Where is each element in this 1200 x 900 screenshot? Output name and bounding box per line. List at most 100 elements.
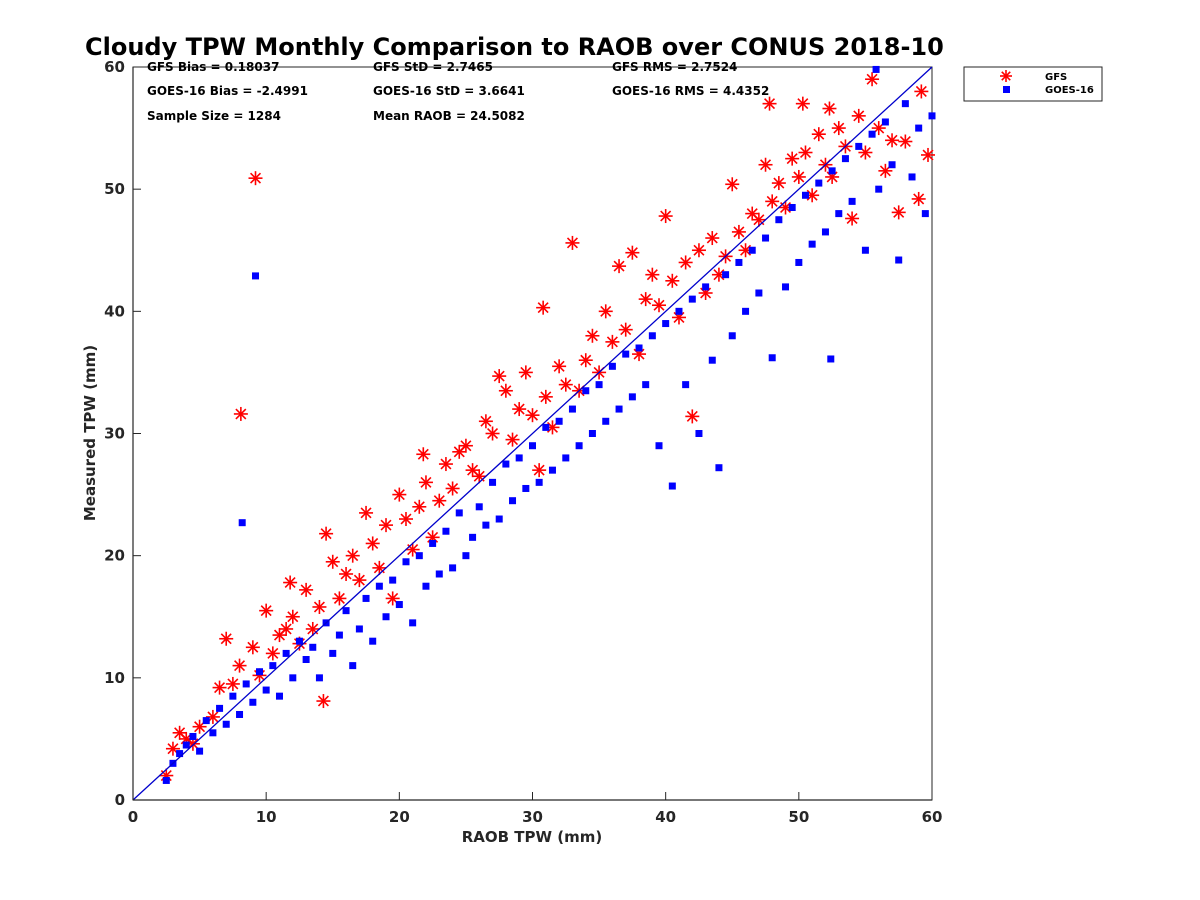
gfs-point bbox=[485, 426, 500, 441]
goes-16-point bbox=[315, 674, 323, 682]
goes-16-point bbox=[495, 515, 503, 523]
goes-16-point bbox=[309, 643, 317, 651]
gfs-point bbox=[658, 209, 673, 224]
goes-16-point bbox=[402, 558, 410, 566]
gfs-point bbox=[283, 575, 298, 590]
goes-16-point bbox=[682, 381, 690, 389]
chart-title: Cloudy TPW Monthly Comparison to RAOB ov… bbox=[85, 33, 944, 61]
gfs-point bbox=[445, 481, 460, 496]
goes-16-point bbox=[502, 460, 510, 468]
goes-16-point bbox=[176, 750, 184, 758]
goes-16-point bbox=[748, 246, 756, 254]
gfs-point bbox=[492, 369, 507, 384]
goes-16-point bbox=[449, 564, 457, 572]
goes-16-point bbox=[815, 179, 823, 187]
goes-16-point bbox=[262, 686, 270, 694]
gfs-point bbox=[665, 273, 680, 288]
stats-block: GFS Bias = 0.18037 GFS StD = 2.7465 GFS … bbox=[147, 60, 769, 123]
gfs-point bbox=[921, 147, 936, 162]
gfs-point bbox=[705, 231, 720, 246]
gfs-point bbox=[512, 402, 527, 417]
goes-16-point bbox=[708, 356, 716, 364]
goes-16-point bbox=[289, 674, 297, 682]
goes-16-point bbox=[675, 307, 683, 315]
gfs-point bbox=[691, 243, 706, 258]
goes-16-point bbox=[888, 161, 896, 169]
x-tick-label: 20 bbox=[389, 808, 410, 826]
goes-16-point bbox=[389, 576, 397, 584]
gfs-point bbox=[299, 582, 314, 597]
gfs-point bbox=[312, 599, 327, 614]
axes: 0 10 20 30 40 50 60 0 10 20 30 40 50 60 bbox=[104, 58, 942, 826]
goes-16-point bbox=[715, 464, 723, 472]
goes-16-point bbox=[742, 307, 750, 315]
gfs-point bbox=[538, 389, 553, 404]
gfs-point bbox=[392, 487, 407, 502]
gfs-point bbox=[325, 554, 340, 569]
gfs-point bbox=[316, 694, 331, 709]
goes-16-point bbox=[236, 710, 244, 718]
stat-gfs-bias: GFS Bias = 0.18037 bbox=[147, 60, 279, 74]
legend-goes-marker bbox=[1003, 86, 1010, 93]
goes-16-point bbox=[921, 210, 929, 218]
gfs-point bbox=[751, 212, 766, 227]
goes-16-point bbox=[489, 478, 497, 486]
goes-16-point bbox=[529, 442, 536, 450]
goes-16-point bbox=[189, 732, 197, 740]
goes-16-point bbox=[668, 482, 676, 490]
gfs-point bbox=[725, 177, 740, 192]
goes-16-point bbox=[542, 423, 550, 431]
gfs-point bbox=[478, 414, 493, 429]
goes-16-point bbox=[655, 442, 663, 450]
goes-16-point bbox=[522, 484, 530, 492]
gfs-point bbox=[438, 457, 453, 472]
goes-16-point bbox=[735, 258, 743, 266]
goes-16-point bbox=[202, 717, 210, 725]
goes-16-point bbox=[868, 130, 876, 138]
goes-16-point bbox=[435, 570, 443, 578]
goes-16-point bbox=[808, 240, 816, 248]
goes-16-point bbox=[582, 387, 590, 395]
gfs-point bbox=[845, 211, 860, 226]
goes-16-point bbox=[509, 497, 517, 505]
goes-16-point bbox=[162, 776, 170, 784]
gfs-point bbox=[652, 298, 667, 313]
goes-16-point bbox=[269, 662, 277, 670]
x-tick-label: 30 bbox=[522, 808, 543, 826]
x-tick-label: 50 bbox=[788, 808, 809, 826]
gfs-point bbox=[385, 591, 400, 606]
legend-goes-label: GOES-16 bbox=[1045, 85, 1094, 96]
goes-16-point bbox=[602, 417, 610, 425]
stat-sample-size: Sample Size = 1284 bbox=[147, 109, 281, 123]
gfs-point bbox=[612, 259, 627, 274]
gfs-point bbox=[638, 292, 653, 307]
x-ticks: 0 10 20 30 40 50 60 bbox=[128, 792, 942, 826]
gfs-point bbox=[505, 432, 520, 447]
goes-16-point bbox=[828, 167, 836, 175]
x-tick-label: 0 bbox=[128, 808, 138, 826]
gfs-point bbox=[822, 101, 837, 116]
gfs-point bbox=[618, 322, 633, 337]
goes-16-series bbox=[162, 65, 936, 784]
goes-16-point bbox=[628, 393, 636, 401]
gfs-point bbox=[552, 359, 567, 374]
goes-16-point bbox=[422, 582, 430, 590]
gfs-point bbox=[645, 267, 660, 282]
goes-16-point bbox=[861, 246, 869, 254]
goes-16-point bbox=[209, 729, 217, 737]
goes-16-point bbox=[622, 350, 630, 358]
gfs-point bbox=[339, 566, 354, 581]
gfs-point bbox=[352, 573, 367, 588]
gfs-point bbox=[565, 235, 580, 250]
goes-16-point bbox=[848, 197, 856, 205]
y-tick-label: 0 bbox=[115, 791, 125, 809]
goes-16-point bbox=[415, 552, 423, 560]
gfs-point bbox=[432, 493, 447, 508]
gfs-point bbox=[285, 609, 300, 624]
goes-16-point bbox=[755, 289, 763, 297]
gfs-point bbox=[416, 447, 431, 462]
gfs-point bbox=[359, 505, 374, 520]
goes-16-point bbox=[762, 234, 770, 242]
goes-16-point bbox=[382, 613, 390, 621]
